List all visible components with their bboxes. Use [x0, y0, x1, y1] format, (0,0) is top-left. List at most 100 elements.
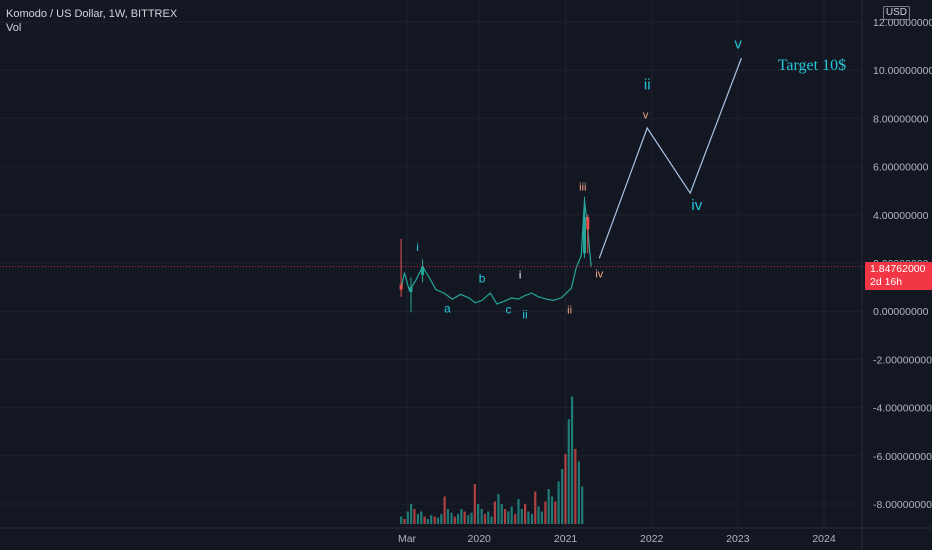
volume-bar [567, 419, 570, 524]
bar-countdown: 2d 16h [870, 276, 903, 288]
volume-bar [477, 504, 480, 524]
wave-label: a [444, 301, 451, 315]
volume-bar [426, 519, 429, 524]
wave-label: v [643, 109, 649, 121]
volume-bar [463, 511, 466, 524]
volume-bar [416, 514, 420, 524]
wave-label: c [505, 303, 511, 317]
volume-bar [514, 514, 517, 524]
volume-bar [403, 519, 406, 524]
price-line-series [400, 200, 592, 305]
volume-bar [413, 509, 416, 524]
y-tick-label: 8.00000000 [873, 113, 929, 125]
price-series [399, 196, 592, 313]
last-price-value: 1.84762000 [870, 263, 926, 275]
wave-label: iv [595, 268, 603, 280]
volume-bar [440, 514, 443, 524]
volume-bar [544, 501, 547, 524]
wave-label: v [734, 36, 742, 53]
chart-legend: Komodo / US Dollar, 1W, BITTREX Vol [6, 7, 177, 35]
volume-bar [480, 509, 483, 524]
volume-bar [473, 484, 476, 524]
volume-bar [577, 461, 581, 524]
y-tick-label: -4.00000000 [873, 403, 932, 415]
volume-bar [510, 506, 513, 524]
volume-bar [423, 516, 426, 524]
x-tick-label: 2020 [468, 533, 492, 545]
volume-bar [446, 509, 450, 524]
volume-bar [530, 514, 534, 524]
wave-label: ii [567, 305, 572, 317]
volume-bar [493, 501, 496, 524]
x-tick-label: 2022 [640, 533, 664, 545]
volume-bar [490, 516, 493, 524]
x-tick-label: 2023 [726, 533, 750, 545]
wave-label: iv [691, 197, 702, 214]
x-tick-label: 2024 [812, 533, 836, 545]
x-tick-label: Mar [398, 533, 417, 545]
volume-bar [547, 489, 550, 524]
volume-bar [460, 509, 463, 524]
volume-bar [557, 481, 560, 524]
symbol-title[interactable]: Komodo / US Dollar, 1W, BITTREX [6, 8, 178, 20]
volume-indicator-label[interactable]: Vol [6, 22, 22, 34]
volume-bar [430, 515, 433, 524]
volume-bar [574, 449, 577, 524]
volume-bar [497, 494, 500, 524]
volume-bar [561, 469, 564, 524]
candle-body [409, 287, 413, 292]
volume-bars [400, 396, 584, 524]
volume-bar [581, 486, 584, 524]
y-tick-label: 12.00000000 [873, 17, 932, 29]
y-tick-label: 0.00000000 [873, 306, 929, 318]
wave-label: iii [579, 182, 586, 194]
volume-bar [540, 511, 543, 524]
candle-body [421, 266, 425, 276]
volume-bar [570, 396, 574, 524]
volume-bar [456, 514, 460, 524]
volume-bar [564, 454, 567, 524]
x-tick-label: 2021 [554, 533, 578, 545]
volume-bar [453, 516, 456, 524]
volume-bar [520, 509, 523, 524]
volume-bar [443, 496, 446, 524]
volume-bar [400, 516, 403, 524]
volume-bar [483, 514, 487, 524]
volume-bar [420, 511, 423, 524]
wave-label: ii [644, 76, 651, 93]
wave-label: Target 10$ [778, 57, 846, 74]
projection-line [598, 57, 742, 259]
wave-label: i [519, 270, 521, 282]
y-tick-label: 6.00000000 [873, 162, 929, 174]
wave-label: ii [522, 307, 527, 321]
volume-bar [554, 501, 557, 524]
projection-path [598, 57, 742, 259]
volume-bar [507, 511, 510, 524]
volume-bar [550, 496, 554, 524]
time-axis[interactable]: Mar 2020 2021 2022 2023 2024 [398, 533, 836, 545]
candle-body [582, 217, 586, 254]
y-tick-label: -2.00000000 [873, 354, 932, 366]
candle-body [586, 217, 590, 230]
volume-bar [503, 509, 507, 524]
volume-bar [433, 516, 436, 524]
volume-bar [500, 504, 503, 524]
y-tick-label: -8.00000000 [873, 499, 932, 511]
grid-lines [0, 0, 862, 528]
wave-label: b [479, 271, 486, 285]
candle-body [399, 284, 403, 290]
y-tick-label: 4.00000000 [873, 210, 929, 222]
currency-label[interactable]: USD [882, 6, 910, 20]
y-tick-label: 10.00000000 [873, 65, 932, 77]
y-tick-label: -6.00000000 [873, 451, 932, 463]
volume-bar [470, 512, 473, 524]
wave-label: i [416, 240, 419, 254]
volume-bar [410, 504, 413, 524]
volume-bar [537, 506, 540, 524]
volume-bar [436, 517, 440, 524]
volume-bar [517, 499, 520, 524]
volume-bar [487, 511, 490, 524]
volume-bar [534, 491, 537, 524]
